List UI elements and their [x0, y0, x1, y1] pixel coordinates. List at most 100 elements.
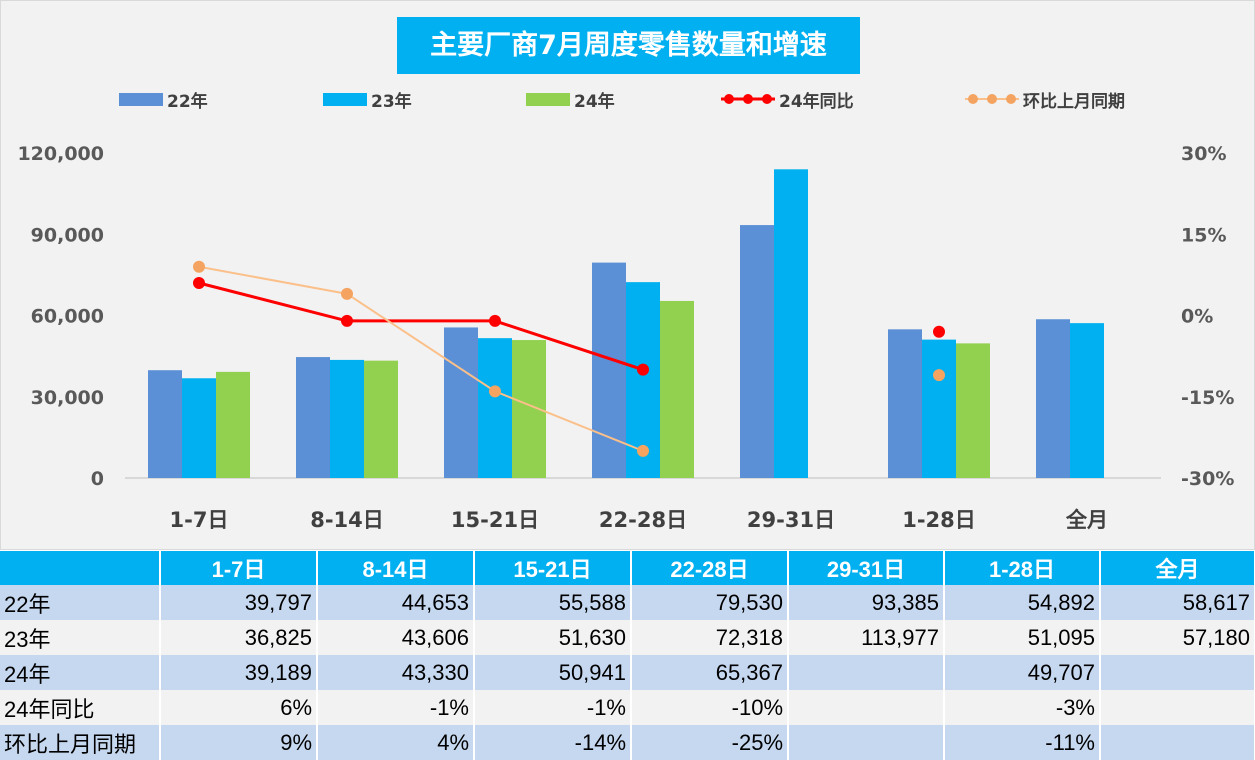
table-body: 22年 39,797 44,653 55,588 79,530 93,385 54,892 5… [0, 585, 1255, 760]
y-tick-label: 30,000 [31, 387, 104, 409]
y2-tick-label: 30% [1181, 143, 1226, 165]
table-cell: 39,797 [160, 585, 318, 620]
legend-label-23: 23年 [371, 91, 412, 112]
table-cell: 50,941 [474, 655, 632, 690]
table-cell: 65,367 [631, 655, 789, 690]
bar-22-3 [592, 262, 626, 478]
table-cell [788, 690, 945, 725]
table-cell: 39,189 [160, 655, 318, 690]
legend-item-22: 22年 [119, 87, 208, 112]
mom-line [198, 265, 644, 452]
bar-22-4 [740, 225, 774, 478]
table-cell: 79,530 [631, 585, 789, 620]
yoy-point-0 [193, 277, 205, 289]
plot-area: 120,000 90,000 60,000 30,000 0 30% 15% 0% -15% -3… [17, 143, 1234, 532]
bar-22-5 [888, 329, 922, 478]
bar-23-1 [330, 359, 364, 478]
chart-area: 主要厂商7月周度零售数量和增速 22年 23年 24年 24年同比 环比上月同期… [0, 0, 1255, 550]
legend-swatch-23 [323, 92, 367, 106]
table-cell: 113,977 [788, 620, 945, 655]
table-cell: -1% [474, 690, 632, 725]
table-header: 29-31日 [788, 551, 945, 585]
data-table: 1-7日 8-14日 15-21日 22-28日 29-31日 1-28日 全月… [0, 551, 1255, 760]
table-row: 环比上月同期 9% 4% -14% -25% -11% [0, 725, 1255, 760]
table-header: 8-14日 [317, 551, 475, 585]
bar-23-6 [1070, 323, 1104, 478]
legend-label-yoy: 24年同比 [779, 91, 854, 112]
chart-title: 主要厂商7月周度零售数量和增速 [397, 17, 860, 74]
mom-point-5 [933, 369, 945, 382]
bar-22-0 [148, 370, 182, 478]
yoy-line [198, 281, 644, 372]
legend-label-22: 22年 [167, 91, 208, 112]
y-tick-label: 0 [91, 468, 104, 490]
table-header-row: 1-7日 8-14日 15-21日 22-28日 29-31日 1-28日 全月 [0, 551, 1255, 585]
table-header: 全月 [1100, 551, 1255, 585]
y-tick-label: 60,000 [31, 306, 104, 328]
bar-23-5 [922, 339, 956, 478]
table-cell [1100, 725, 1255, 760]
table-header: 22-28日 [631, 551, 789, 585]
table-row: 22年 39,797 44,653 55,588 79,530 93,385 54,892 5… [0, 585, 1255, 620]
table-cell: 72,318 [631, 620, 789, 655]
table-cell: -14% [474, 725, 632, 760]
table-row-label: 23年 [0, 620, 161, 655]
table-cell [1100, 690, 1255, 725]
x-tick-label: 1-7日 [170, 508, 229, 532]
mom-point-0 [193, 260, 205, 273]
bar-24-5 [956, 343, 990, 478]
bar-22-2 [444, 327, 478, 478]
table-corner [0, 551, 161, 585]
table-row-label: 环比上月同期 [0, 725, 161, 760]
table-cell: 54,892 [944, 585, 1101, 620]
table-row-label: 22年 [0, 585, 161, 620]
legend-line-mom [965, 94, 1019, 104]
table-cell: 55,588 [474, 585, 632, 620]
table-row: 23年 36,825 43,606 51,630 72,318 113,977 51,095… [0, 620, 1255, 655]
table-cell: -1% [317, 690, 475, 725]
legend-item-mom: 环比上月同期 [963, 87, 1125, 112]
bar-23-2 [478, 338, 512, 478]
yoy-point-3 [637, 363, 649, 376]
table-cell [788, 725, 945, 760]
table-header: 1-7日 [160, 551, 318, 585]
y2-tick-label: 0% [1181, 306, 1213, 328]
table-cell: 6% [160, 690, 318, 725]
y-tick-label: 120,000 [17, 143, 104, 165]
table-cell: 43,606 [317, 620, 475, 655]
table-cell: 49,707 [944, 655, 1101, 690]
y2-tick-label: 15% [1181, 224, 1226, 246]
x-tick-label: 29-31日 [747, 508, 835, 532]
table-cell: -25% [631, 725, 789, 760]
yoy-point-2 [489, 314, 501, 327]
legend-item-24: 24年 [526, 87, 615, 112]
table-cell: 4% [317, 725, 475, 760]
table-cell [1100, 655, 1255, 690]
bar-23-0 [182, 378, 216, 478]
table-cell: -3% [944, 690, 1101, 725]
bar-22-6 [1036, 319, 1070, 478]
y2-tick-label: -15% [1181, 387, 1234, 409]
table-header: 15-21日 [474, 551, 632, 585]
table-cell: 36,825 [160, 620, 318, 655]
table-cell: -10% [631, 690, 789, 725]
table-cell: 51,630 [474, 620, 632, 655]
table-cell: -11% [944, 725, 1101, 760]
table-cell: 51,095 [944, 620, 1101, 655]
bar-24-0 [216, 371, 250, 478]
table-cell: 58,617 [1100, 585, 1255, 620]
y-tick-label: 90,000 [31, 224, 104, 246]
legend-swatch-22 [119, 92, 163, 106]
mom-point-3 [637, 444, 649, 457]
table-row-label: 24年同比 [0, 690, 161, 725]
bar-22-1 [296, 357, 330, 478]
y2-tick-label: -30% [1181, 468, 1234, 490]
legend-label-mom: 环比上月同期 [1023, 91, 1125, 112]
yoy-point-5 [933, 325, 945, 338]
table-row: 24年同比 6% -1% -1% -10% -3% [0, 690, 1255, 725]
x-tick-label: 1-28日 [902, 508, 976, 532]
table-cell: 9% [160, 725, 318, 760]
table-cell: 93,385 [788, 585, 945, 620]
bar-23-4 [774, 169, 808, 478]
table-cell: 44,653 [317, 585, 475, 620]
